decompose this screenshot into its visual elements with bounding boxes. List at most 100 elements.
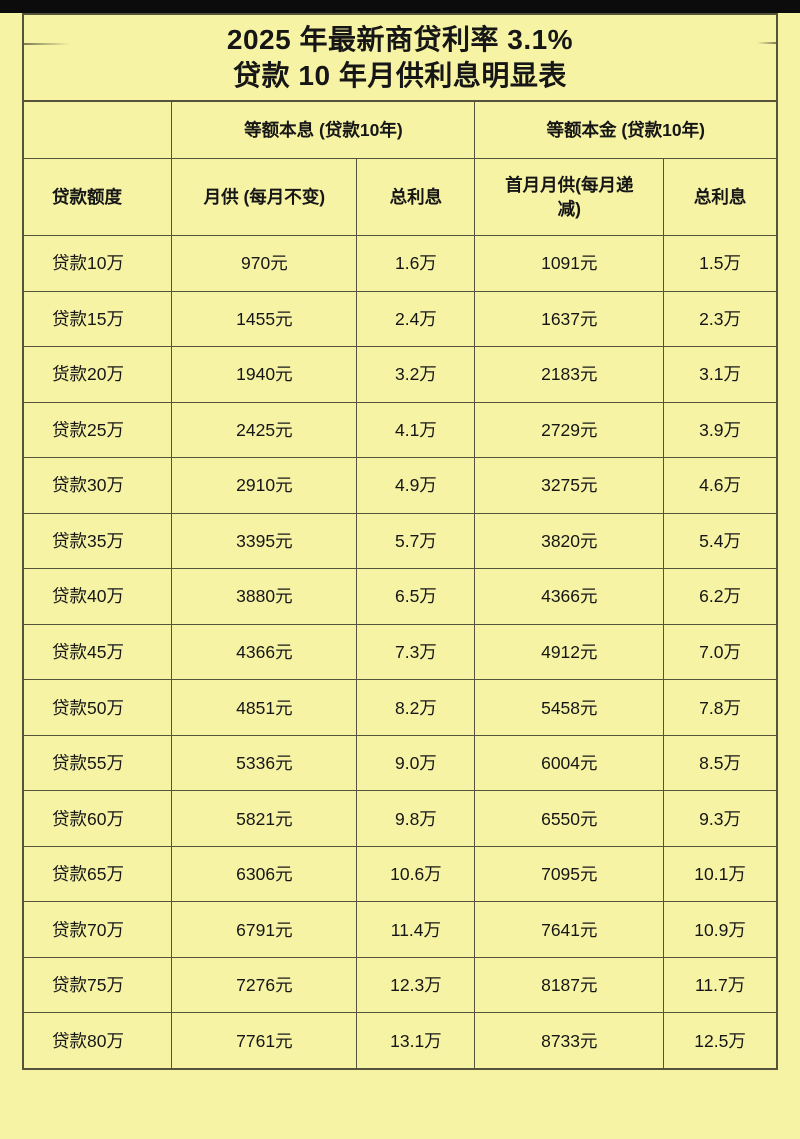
loan-rate-table: 2025 年最新商贷利率 3.1% 贷款 10 年月供利息明显表 等额本息 (贷… [22, 13, 778, 1070]
table-row: 贷款55万 5336元 9.0万 6004元 8.5万 [24, 734, 776, 791]
value-cell: 12.5万 [663, 1013, 776, 1068]
value-cell: 13.1万 [356, 1013, 474, 1068]
table-title-line1: 2025 年最新商贷利率 3.1% [226, 23, 574, 55]
table-title-line2: 贷款 10 年月供利息明显表 [233, 59, 567, 91]
value-cell: 1091元 [474, 236, 663, 291]
column-header-row: 贷款额度 月供 (每月不变) 总利息 首月月供(每月递减) 总利息 [24, 159, 776, 236]
table-row: 贷款50万 4851元 8.2万 5458元 7.8万 [24, 679, 776, 735]
column-header-loan-amount: 贷款额度 [52, 187, 122, 207]
table-row: 贷款25万 2425元 4.1万 2729元 3.9万 [24, 401, 776, 458]
scan-artifact-line-right [757, 42, 777, 44]
table-row: 贷款45万 4366元 7.3万 4912元 7.0万 [24, 623, 776, 680]
loan-amount-cell: 贷款40万 [52, 586, 124, 607]
table-row: 贷款35万 3395元 5.7万 3820元 5.4万 [24, 512, 776, 569]
table-title: 2025 年最新商贷利率 3.1% 贷款 10 年月供利息明显表 [24, 15, 776, 102]
group-header-empty-cell [24, 102, 171, 158]
value-cell: 3880元 [171, 569, 356, 624]
table-row: 贷款60万 5821元 9.8万 6550元 9.3万 [24, 790, 776, 846]
loan-amount-cell: 贷款15万 [52, 308, 124, 329]
value-cell: 1940元 [171, 347, 356, 402]
value-cell: 8.2万 [356, 680, 474, 735]
loan-amount-cell: 贷款45万 [52, 641, 124, 662]
value-cell: 5821元 [171, 791, 356, 846]
value-cell: 7761元 [171, 1013, 356, 1068]
group-header-equal-installment: 等额本息 (贷款10年) [171, 102, 474, 158]
value-cell: 5.4万 [663, 513, 776, 569]
value-cell: 5458元 [474, 680, 663, 735]
value-cell: 2729元 [474, 402, 663, 458]
value-cell: 1637元 [474, 291, 663, 347]
value-cell: 4851元 [171, 680, 356, 735]
value-cell: 970元 [171, 236, 356, 291]
column-header-total-interest-2: 总利息 [663, 159, 776, 235]
value-cell: 7095元 [474, 846, 663, 902]
value-cell: 6791元 [171, 902, 356, 957]
table-row: 贷款40万 3880元 6.5万 4366元 6.2万 [24, 568, 776, 624]
value-cell: 2183元 [474, 347, 663, 402]
value-cell: 7276元 [171, 957, 356, 1013]
value-cell: 2.3万 [663, 291, 776, 347]
value-cell: 2425元 [171, 402, 356, 458]
value-cell: 3.1万 [663, 347, 776, 402]
loan-amount-cell: 贷款10万 [52, 253, 124, 274]
loan-amount-cell: 贷款80万 [52, 1030, 124, 1051]
loan-amount-cell: 贷款70万 [52, 919, 124, 940]
value-cell: 11.7万 [663, 957, 776, 1013]
value-cell: 3395元 [171, 513, 356, 569]
value-cell: 11.4万 [356, 902, 474, 957]
value-cell: 2.4万 [356, 291, 474, 347]
table-row: 贷款10万 970元 1.6万 1091元 1.5万 [24, 236, 776, 291]
value-cell: 3.9万 [663, 402, 776, 458]
column-header-monthly-payment: 月供 (每月不变) [171, 159, 356, 235]
table-row: 贷款15万 1455元 2.4万 1637元 2.3万 [24, 290, 776, 347]
group-header-equal-principal: 等额本金 (贷款10年) [474, 102, 776, 158]
group-header-row: 等额本息 (贷款10年) 等额本金 (贷款10年) [24, 102, 776, 159]
loan-amount-cell: 货款20万 [52, 364, 124, 385]
value-cell: 5336元 [171, 735, 356, 791]
value-cell: 4.1万 [356, 402, 474, 458]
table-row: 货款20万 1940元 3.2万 2183元 3.1万 [24, 346, 776, 402]
value-cell: 4.9万 [356, 458, 474, 513]
value-cell: 2910元 [171, 458, 356, 513]
value-cell: 10.1万 [663, 846, 776, 902]
value-cell: 8187元 [474, 957, 663, 1013]
table-row: 贷款30万 2910元 4.9万 3275元 4.6万 [24, 457, 776, 513]
value-cell: 6550元 [474, 791, 663, 846]
value-cell: 4366元 [171, 624, 356, 680]
scan-artifact-line-left [24, 43, 70, 45]
value-cell: 7.0万 [663, 624, 776, 680]
loan-amount-cell: 贷款30万 [52, 475, 124, 496]
table-row: 贷款75万 7276元 12.3万 8187元 11.7万 [24, 956, 776, 1013]
value-cell: 4912元 [474, 624, 663, 680]
column-header-first-month-payment: 首月月供(每月递减) [474, 159, 663, 235]
table-row: 贷款70万 6791元 11.4万 7641元 10.9万 [24, 901, 776, 957]
value-cell: 6.2万 [663, 569, 776, 624]
value-cell: 6306元 [171, 846, 356, 902]
value-cell: 10.6万 [356, 846, 474, 902]
loan-amount-cell: 贷款55万 [52, 753, 124, 774]
value-cell: 3.2万 [356, 347, 474, 402]
loan-amount-cell: 贷款35万 [52, 530, 124, 551]
value-cell: 3820元 [474, 513, 663, 569]
column-header-total-interest-1: 总利息 [356, 159, 474, 235]
value-cell: 6004元 [474, 735, 663, 791]
value-cell: 7.3万 [356, 624, 474, 680]
table-row: 贷款80万 7761元 13.1万 8733元 12.5万 [24, 1012, 776, 1068]
value-cell: 4.6万 [663, 458, 776, 513]
value-cell: 10.9万 [663, 902, 776, 957]
value-cell: 3275元 [474, 458, 663, 513]
value-cell: 1.6万 [356, 236, 474, 291]
value-cell: 1.5万 [663, 236, 776, 291]
top-black-bar [0, 0, 800, 13]
value-cell: 6.5万 [356, 569, 474, 624]
table-body: 贷款10万 970元 1.6万 1091元 1.5万 贷款15万 1455元 2.4万 1637… [24, 236, 776, 1068]
loan-amount-cell: 贷款50万 [52, 697, 124, 718]
value-cell: 4366元 [474, 569, 663, 624]
loan-amount-cell: 贷款65万 [52, 864, 124, 885]
loan-amount-cell: 贷款60万 [52, 808, 124, 829]
loan-amount-cell: 贷款25万 [52, 419, 124, 440]
value-cell: 8733元 [474, 1013, 663, 1068]
loan-amount-cell: 贷款75万 [52, 975, 124, 996]
table-row: 贷款65万 6306元 10.6万 7095元 10.1万 [24, 845, 776, 902]
value-cell: 9.3万 [663, 791, 776, 846]
